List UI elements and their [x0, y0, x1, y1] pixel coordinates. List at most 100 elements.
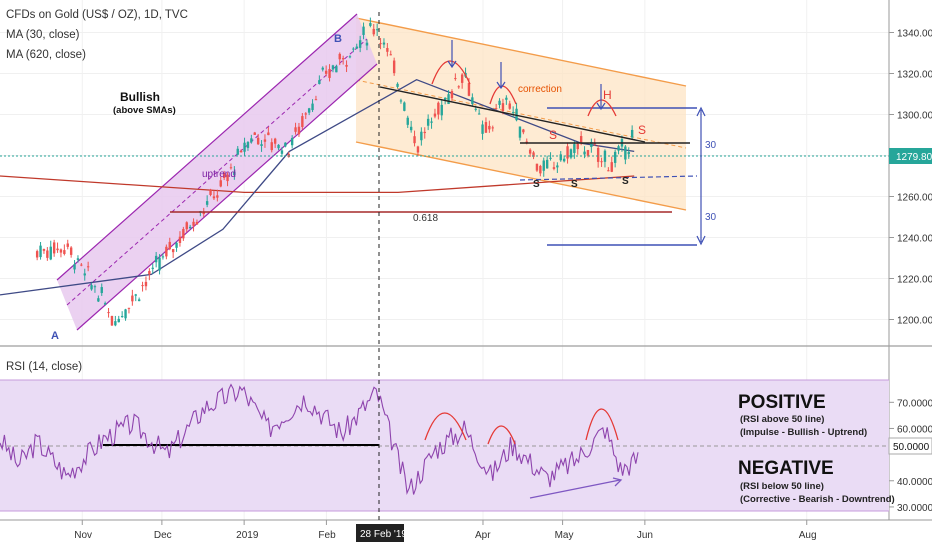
annotation-correction: correction [518, 84, 562, 95]
label-h: H [603, 88, 612, 102]
rsi-divergence-arrow [529, 479, 621, 499]
candle-body [437, 102, 440, 115]
candle-body [345, 64, 348, 67]
candle-body [358, 40, 362, 48]
rsi-tick-label: 70.0000 [897, 398, 932, 409]
price-axis[interactable]: 1340.001320.001300.001280.001260.001240.… [889, 29, 932, 327]
time-tick-label: Aug [799, 530, 817, 541]
shoulder-dashed-line [519, 175, 698, 181]
candle-body [379, 43, 382, 45]
candle-body [297, 126, 301, 135]
arrow-3-head [596, 102, 606, 111]
candle-body [494, 108, 498, 110]
legend-ma620[interactable]: MA (620, close) [6, 49, 86, 61]
candle-body [256, 137, 260, 145]
rsi-arc-3 [585, 408, 619, 441]
candle-body [324, 70, 328, 74]
candle-body [583, 151, 586, 155]
rsi-positive: POSITIVE [738, 392, 826, 413]
candle-body [107, 312, 110, 314]
range-arrow-head-top [696, 106, 706, 117]
rsi-tick-label: 60.0000 [897, 424, 932, 435]
candle-body [134, 294, 137, 296]
candle-body [433, 113, 437, 117]
correction-channel-top[interactable] [355, 17, 687, 87]
time-axis[interactable]: Nov Dec 2019 Feb Apr May Jun Aug [74, 520, 817, 541]
neckline[interactable] [379, 86, 646, 143]
candle-body [52, 242, 56, 254]
crosshair-date-label: 28 Feb '19 [360, 529, 407, 540]
correction-channel-bottom[interactable] [355, 141, 687, 211]
candle-body [110, 315, 114, 326]
candle-body [294, 127, 297, 132]
candle-body [222, 172, 226, 178]
candle-body [454, 78, 457, 80]
price-tick-label: 1220.00 [897, 275, 932, 286]
candle-body [314, 99, 318, 101]
candle-body [624, 146, 627, 160]
candle-body [120, 316, 124, 318]
candle-body [590, 142, 593, 147]
candle-body [532, 152, 535, 157]
candle-body [280, 150, 284, 154]
time-tick-label: Jun [637, 530, 653, 541]
rsi-negative-sub2: (Corrective - Bearish - Downtrend) [740, 494, 895, 505]
candle-body [195, 221, 199, 225]
candle-body [613, 151, 617, 163]
legend-rsi[interactable]: RSI (14, close) [6, 361, 82, 373]
candle-body [73, 264, 76, 270]
candle-body [144, 281, 148, 287]
candle-body [301, 116, 304, 127]
candle-body [273, 138, 277, 144]
candle-body [202, 212, 205, 215]
candle-body [175, 242, 178, 248]
annotation-above-smas: (above SMAs) [113, 105, 176, 116]
candle-body [491, 127, 494, 129]
uptrend-channel-top[interactable] [56, 13, 358, 281]
candle-body [151, 267, 154, 269]
candle-body [69, 247, 73, 255]
rsi-axis[interactable]: 70.0000 60.0000 40.0000 30.0000 [889, 398, 932, 514]
chart-title: CFDs on Gold (US$ / OZ), 1D, TVC [6, 9, 188, 21]
candle-body [267, 132, 270, 136]
label-s-low-3: S [622, 176, 629, 187]
time-tick-label: Feb [318, 530, 336, 541]
rsi-tick-label: 30.0000 [897, 503, 932, 514]
uptrend-channel[interactable] [57, 14, 377, 330]
candle-body [498, 100, 501, 105]
ma30-path [0, 78, 635, 296]
annotation-uptrend: uptrend [202, 169, 236, 180]
candle-body [321, 67, 324, 70]
candle-body [447, 94, 450, 105]
candle-body [192, 221, 195, 226]
candle-body [392, 60, 396, 74]
candle-body [630, 129, 634, 138]
candle-body [423, 131, 426, 134]
candle-body [386, 47, 389, 52]
annotation-range-top: 30 [705, 140, 717, 151]
candle-body [362, 26, 365, 35]
candle-body [243, 142, 246, 152]
candle-body [481, 124, 484, 134]
annotation-range-bottom: 30 [705, 212, 717, 223]
candle-body [467, 83, 471, 96]
candle-body [209, 189, 212, 195]
candle-body [290, 137, 294, 146]
candle-body [409, 126, 413, 131]
label-b: B [334, 33, 342, 45]
rsi-divergence-head [612, 477, 623, 487]
candle-body [260, 144, 263, 146]
candle-body [250, 138, 253, 143]
candle-body [311, 103, 314, 111]
candle-body [508, 103, 511, 109]
candle-body [148, 271, 151, 275]
uptrend-channel-bottom[interactable] [76, 63, 378, 331]
candle-body [270, 142, 273, 151]
candle-body [569, 149, 573, 158]
candle-body [63, 250, 66, 254]
price-tick-label: 1320.00 [897, 70, 932, 81]
candle-body [287, 153, 290, 158]
legend-ma30[interactable]: MA (30, close) [6, 29, 80, 41]
candle-body [552, 167, 556, 169]
candle-body [76, 258, 80, 260]
